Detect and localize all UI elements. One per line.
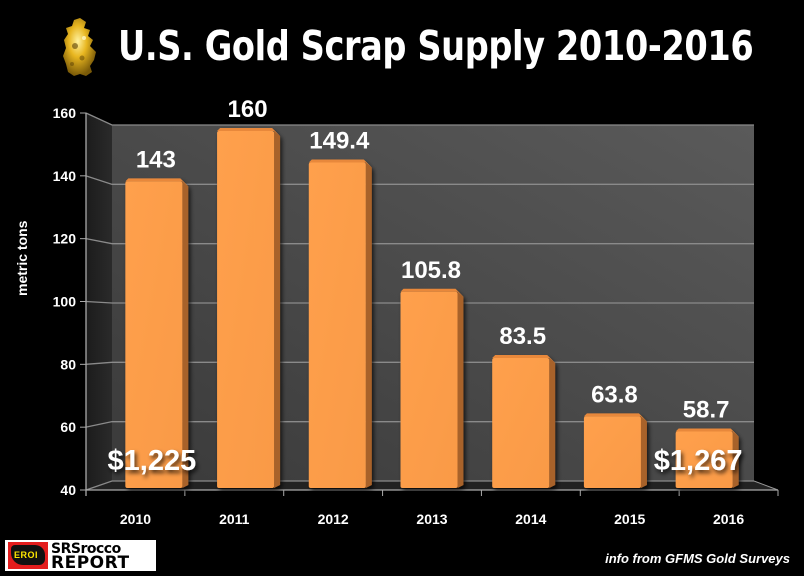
- srsrocco-report-logo: EROI SRSrocco REPORT: [5, 540, 156, 573]
- data-label: 83.5: [499, 323, 546, 350]
- bar-top: [125, 178, 189, 187]
- chart-title: U.S. Gold Scrap Supply 2010-2016: [118, 22, 754, 70]
- bar: [492, 354, 556, 488]
- y-tick-label: 120: [53, 231, 77, 247]
- x-tick-label: 2015: [614, 511, 645, 527]
- bar: [400, 288, 464, 488]
- price-annotation: $1,267: [654, 445, 743, 477]
- bar: [217, 128, 281, 488]
- bar-side: [182, 181, 189, 488]
- y-tick-label: 80: [60, 356, 76, 372]
- y-axis-ticks: 40 60 80 100 120 140 160: [53, 105, 779, 498]
- x-tick-label: 2010: [120, 511, 151, 527]
- logo-badge: EROI: [14, 550, 39, 560]
- bar-top: [308, 159, 372, 168]
- data-labels: 143 160 149.4 105.8 83.5 63.8 58.7: [136, 96, 730, 424]
- bar: [675, 428, 739, 488]
- bar-side: [640, 416, 647, 488]
- bar-front: [583, 416, 641, 488]
- source-note: info from GFMS Gold Surveys: [605, 551, 790, 566]
- bar-side: [549, 357, 556, 488]
- bar-front: [400, 291, 458, 488]
- bar-top: [217, 128, 281, 136]
- gridline: [85, 238, 754, 245]
- x-tick-label: 2016: [713, 511, 744, 527]
- bar-side: [457, 291, 464, 488]
- y-tick-label: 60: [60, 419, 76, 435]
- usa-map-icon: [11, 545, 45, 565]
- bar: [308, 159, 372, 489]
- data-label: 160: [228, 96, 268, 123]
- bar-front: [125, 181, 183, 488]
- data-label: 105.8: [401, 257, 461, 284]
- data-label: 149.4: [309, 127, 370, 154]
- x-tick-label: 2012: [318, 511, 349, 527]
- gridline: [85, 175, 754, 185]
- side-wall: [86, 113, 112, 490]
- price-annotation: $1,225: [108, 445, 197, 477]
- bar-side: [365, 162, 372, 489]
- y-tick-label: 100: [53, 294, 77, 310]
- bar: [125, 178, 189, 488]
- y-tick-label: 160: [53, 105, 77, 121]
- data-label: 63.8: [591, 381, 638, 408]
- bar-side: [732, 431, 739, 488]
- y-tick-label: 140: [53, 168, 77, 184]
- bar: [583, 413, 647, 488]
- y-tick-label: 40: [60, 482, 76, 498]
- data-label: 143: [136, 146, 176, 173]
- bar-front: [492, 357, 550, 488]
- bar-top: [400, 288, 464, 297]
- x-tick-label: 2014: [515, 511, 546, 527]
- gridlines: [85, 112, 754, 491]
- logo-line1: SRSrocco: [51, 541, 121, 557]
- floor-edge: [753, 480, 779, 491]
- gold-nugget-icon: [60, 16, 106, 78]
- x-tick-label: 2011: [219, 511, 250, 527]
- data-label: 58.7: [683, 397, 730, 424]
- bar-top: [675, 428, 739, 437]
- bar-side: [274, 131, 281, 488]
- bar-front: [217, 131, 275, 488]
- gridline: [85, 112, 754, 126]
- logo-line2: REPORT: [51, 553, 130, 573]
- bar-top: [492, 354, 556, 363]
- bar-front: [675, 431, 733, 488]
- bar-front: [308, 162, 366, 489]
- x-tick-label: 2013: [416, 511, 447, 527]
- bars: [125, 128, 739, 489]
- x-axis-ticks: 2010 2011 2012 2013 2014 2015 2016: [85, 490, 779, 527]
- gridline: [85, 300, 754, 304]
- bar-top: [583, 413, 647, 422]
- y-axis-label: metric tons: [14, 220, 30, 296]
- annotations: $1,225 $1,267: [108, 445, 743, 477]
